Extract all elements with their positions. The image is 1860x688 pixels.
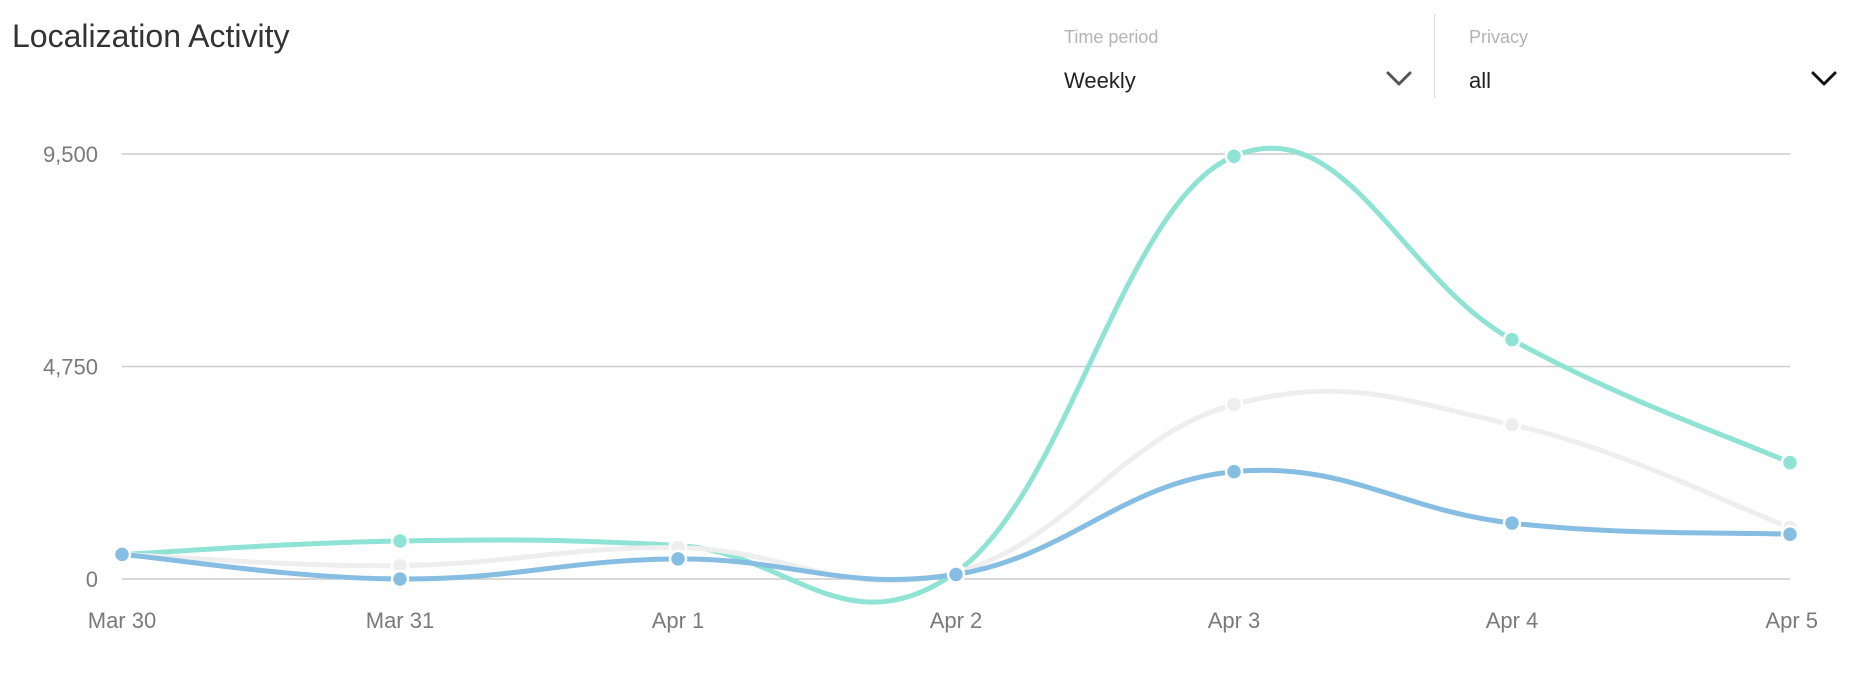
data-point[interactable] xyxy=(1224,462,1244,481)
data-point[interactable] xyxy=(1502,415,1522,434)
series-line xyxy=(119,388,1793,584)
y-tick-label: 4,750 xyxy=(43,355,98,380)
x-axis-labels: Mar 30 Mar 31 Apr 1 Apr 2 Apr 3 Apr 4 Apr 5 xyxy=(88,608,1818,633)
data-point[interactable] xyxy=(1780,525,1800,544)
x-tick-label: Apr 3 xyxy=(1208,608,1261,633)
x-tick-label: Apr 1 xyxy=(652,608,705,633)
series-3 xyxy=(112,462,1800,589)
data-point[interactable] xyxy=(1224,146,1244,166)
x-tick-label: Apr 5 xyxy=(1765,608,1818,633)
y-tick-label: 9,500 xyxy=(43,142,98,167)
privacy-label: Privacy xyxy=(1469,27,1529,47)
data-point[interactable] xyxy=(1780,453,1800,472)
data-point[interactable] xyxy=(390,531,410,551)
chevron-down-icon xyxy=(1811,71,1837,86)
y-tick-label: 0 xyxy=(86,567,98,592)
data-point[interactable] xyxy=(1224,395,1244,414)
series-1 xyxy=(112,146,1800,605)
time-period-value: Weekly xyxy=(1064,68,1136,93)
x-tick-label: Apr 4 xyxy=(1486,608,1539,633)
time-period-filter: Time period Weekly xyxy=(1064,26,1414,96)
chart-series xyxy=(112,146,1800,605)
series-line xyxy=(119,146,1793,605)
x-tick-label: Mar 31 xyxy=(366,608,434,633)
x-tick-label: Mar 30 xyxy=(88,608,156,633)
time-period-label: Time period xyxy=(1064,27,1159,47)
y-axis-labels: 0 4,750 9,500 xyxy=(43,142,98,592)
privacy-value: all xyxy=(1469,68,1492,93)
filter-divider xyxy=(1434,14,1435,98)
data-point[interactable] xyxy=(946,565,966,584)
data-point[interactable] xyxy=(1502,330,1522,349)
time-period-select[interactable]: Weekly xyxy=(1064,66,1414,96)
page-title: Localization Activity xyxy=(12,18,290,54)
series-2 xyxy=(112,388,1800,584)
data-point[interactable] xyxy=(668,549,688,569)
chevron-down-icon xyxy=(1386,71,1412,86)
chart-grid xyxy=(122,153,1790,580)
data-point[interactable] xyxy=(1502,513,1522,533)
privacy-filter: Privacy all xyxy=(1469,26,1839,96)
x-tick-label: Apr 2 xyxy=(930,608,983,633)
privacy-select[interactable]: all xyxy=(1469,66,1839,96)
data-point[interactable] xyxy=(112,545,132,564)
data-point[interactable] xyxy=(390,569,410,589)
